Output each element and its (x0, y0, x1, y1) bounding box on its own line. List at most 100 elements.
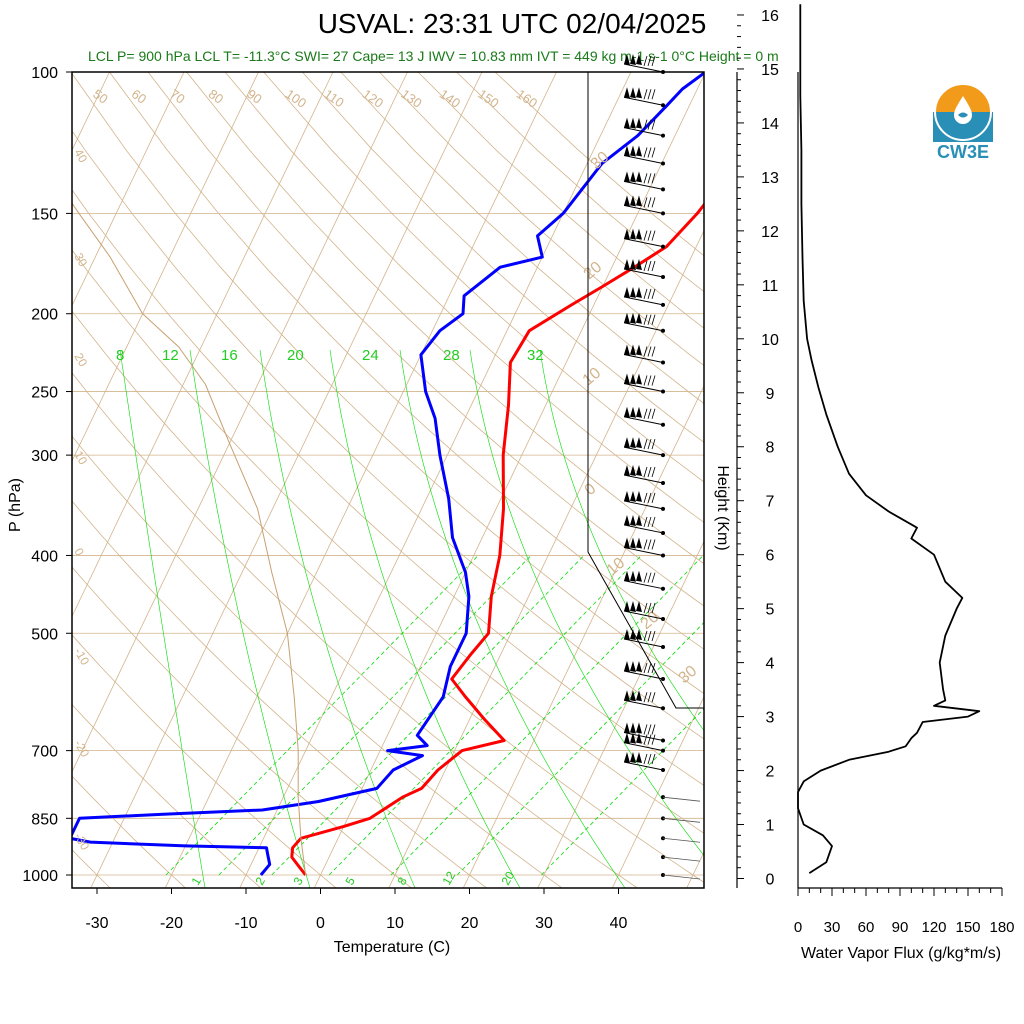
y-tick-label: 150 (31, 206, 58, 223)
dry-adiabat (72, 566, 413, 888)
isotherm-line (759, 72, 1024, 892)
y-tick-label: 250 (31, 385, 58, 402)
moist-adiabat (189, 349, 311, 888)
dry-adiabat (72, 634, 337, 888)
x-tick-label: 10 (386, 915, 404, 932)
wind-barb-feather (647, 197, 652, 208)
wind-barb-feather (643, 539, 648, 550)
wind-barb-shaft (623, 268, 664, 278)
wind-barb-feather (647, 230, 652, 241)
wind-barb-pennant (636, 732, 642, 744)
height-tick-label: 6 (766, 548, 775, 565)
wind-barb-feather (643, 753, 648, 765)
wind-barb-feather (647, 408, 652, 419)
wind-barb-pennant (624, 54, 630, 65)
wind-barb-feather (651, 375, 656, 386)
wind-barb-shaft (623, 322, 664, 332)
y-tick-label: 400 (31, 548, 58, 565)
height-tick-label: 16 (761, 8, 779, 25)
wind-barb-shaft (623, 416, 664, 426)
wind-barb-pennant (630, 171, 636, 183)
wind-barb-feather (651, 439, 656, 450)
height-tick-label: 3 (766, 710, 775, 727)
isotherm-label: 40 (71, 147, 90, 166)
flux-tick-label: 0 (794, 919, 802, 936)
wind-barb-feather (643, 230, 648, 241)
flux-tick-label: 150 (955, 919, 980, 936)
wind-barb-pennant (630, 514, 636, 526)
wind-barb-pennant (636, 722, 642, 734)
wind-barb-feather (643, 314, 648, 325)
wind-barb-pennant (624, 514, 630, 526)
height-tick-label: 5 (766, 602, 775, 619)
wind-barb-pennant (630, 286, 636, 298)
wind-barb-feather (651, 602, 656, 614)
wind-barb-feather (651, 753, 656, 765)
wind-barb-feather (651, 89, 656, 100)
wind-barb-feather (643, 516, 648, 528)
moist-adiabat-label: 16 (221, 347, 238, 364)
wind-barb-feather (651, 197, 656, 208)
wind-barb-feather (643, 439, 648, 450)
wind-barb-pennant (624, 117, 630, 129)
dry-adiabat (72, 189, 704, 786)
wind-barb-feather (651, 288, 656, 300)
wind-barb-pennant (636, 373, 642, 385)
wind-barb-feather (651, 260, 656, 272)
wind-barb-feather (647, 260, 652, 272)
wind-barb-pennant (636, 54, 642, 65)
wind-barb-feather (643, 572, 648, 583)
isotherm-line (90, 72, 483, 888)
mixing-ratio-line (328, 555, 642, 876)
dry-adiabat-label: 60 (129, 86, 149, 107)
wind-barb-feather (651, 662, 656, 674)
wind-barb-feather (647, 173, 652, 184)
wind-barb-shaft (623, 732, 664, 741)
isotherm-line (72, 72, 408, 773)
isotherm-label: -10 (71, 646, 92, 668)
cw3e-logo: CW3E (928, 82, 998, 172)
wind-barb-pennant (624, 660, 630, 672)
wind-barb-pennant (630, 344, 636, 356)
moist-adiabat (329, 349, 521, 888)
mixing-ratio-label: 3 (290, 874, 306, 887)
moist-adiabat-label: 20 (287, 347, 304, 364)
x-tick-label: 20 (461, 915, 479, 932)
temperature-profile-line (290, 202, 704, 876)
wind-barb-pennant (624, 145, 630, 157)
wind-barb-pennant (624, 373, 630, 385)
dry-adiabat (263, 72, 704, 483)
dry-adiabat (72, 72, 704, 695)
wind-barb-pennant (624, 751, 630, 763)
dry-adiabat (186, 72, 704, 565)
dry-adiabat-label: 90 (244, 86, 264, 107)
wind-barb-shaft (623, 155, 664, 164)
mixing-ratio-label: 1 (188, 874, 204, 887)
wind-barb-feather (647, 630, 652, 642)
wind-barb-feather (647, 692, 652, 703)
isotherm-label: 20 (71, 351, 90, 370)
height-axis-label: Height (Km) (714, 465, 731, 550)
wind-barb-feather (643, 197, 648, 208)
moist-adiabat-label: 28 (443, 347, 460, 364)
moist-adiabat-label: 8 (116, 347, 124, 364)
wind-barb-pennant (630, 437, 636, 449)
mixing-ratio-line (456, 621, 704, 876)
height-tick-label: 13 (761, 170, 779, 187)
wind-barb-feather (647, 375, 652, 386)
wind-barb-feather (651, 314, 656, 325)
wind-barb-feather (651, 692, 656, 703)
wind-barb-pennant (630, 660, 636, 672)
dry-adiabat (72, 372, 638, 888)
wind-barb-feather (647, 119, 652, 130)
dry-adiabat-label: 120 (360, 86, 386, 111)
isotherm-label: -20 (71, 738, 92, 760)
wind-barb-pennant (636, 437, 642, 449)
skewt-frame (71, 71, 705, 889)
wind-barb-pennant (636, 514, 642, 526)
dewpoint-profile-line (72, 72, 704, 876)
wind-barb-shaft (623, 180, 664, 190)
wind-barb-feather (643, 692, 648, 703)
isotherm-label-right: 30 (588, 149, 613, 174)
